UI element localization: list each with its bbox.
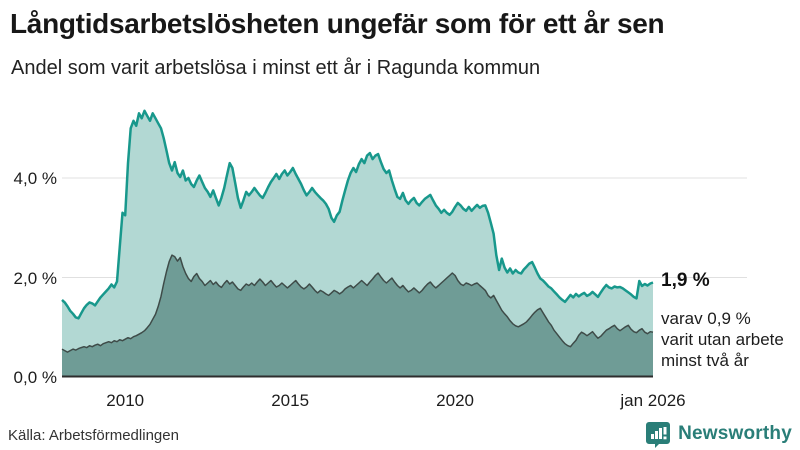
newsworthy-wordmark: Newsworthy bbox=[678, 423, 792, 444]
x-axis-label: 2010 bbox=[106, 391, 145, 410]
newsworthy-speech-bubble-chart-icon bbox=[645, 421, 671, 448]
x-axis-label: 2015 bbox=[271, 391, 310, 410]
newsworthy-logo: Newsworthy bbox=[645, 420, 792, 448]
x-axis-label: jan 2026 bbox=[620, 391, 686, 410]
line-series-2 bbox=[61, 254, 654, 353]
chart-subtitle: Andel som varit arbetslösa i minst ett å… bbox=[11, 57, 541, 79]
y-axis-label: 0,0 % bbox=[13, 368, 57, 387]
latest-value-annotation: 1,9 % bbox=[661, 270, 710, 292]
page-title: Långtidsarbetslösheten ungefär som för e… bbox=[10, 8, 665, 39]
two-year-share-annotation: varav 0,9 % varit utan arbete minst två … bbox=[661, 309, 784, 370]
source-note: Källa: Arbetsförmedlingen bbox=[8, 427, 179, 444]
line-series-1 bbox=[61, 109, 654, 320]
y-axis-label: 4,0 % bbox=[13, 169, 57, 188]
area-series-2 bbox=[62, 255, 653, 377]
y-axis-label: 2,0 % bbox=[13, 268, 57, 288]
x-axis-label: 2020 bbox=[436, 391, 474, 410]
